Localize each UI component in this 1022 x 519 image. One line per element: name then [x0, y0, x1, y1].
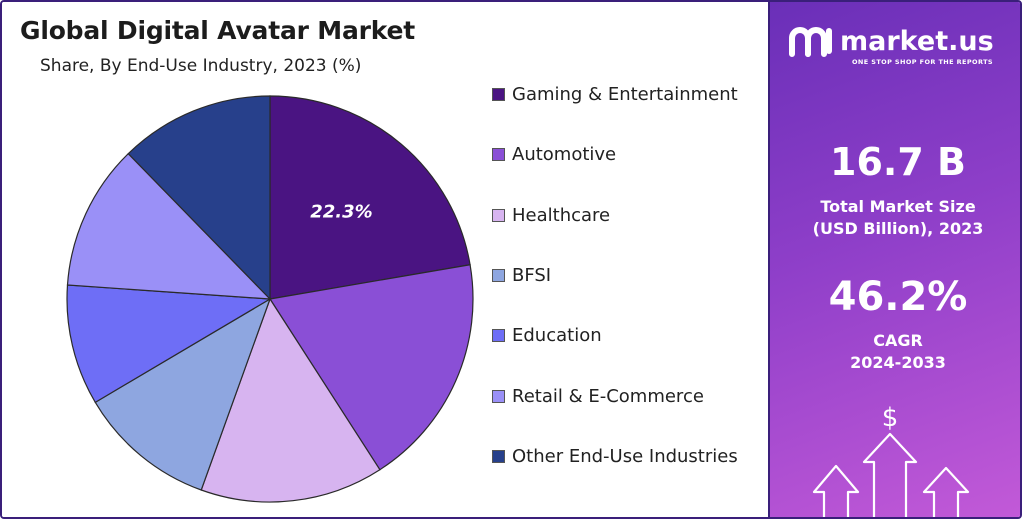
legend-swatch — [492, 268, 505, 282]
market-size-value: 16.7 B — [830, 140, 966, 184]
pie-slice-bfsi — [94, 297, 272, 491]
legend-label: Other End-Use Industries — [512, 445, 738, 467]
legend-label: Healthcare — [512, 204, 611, 226]
chart-subtitle: Share, By End-Use Industry, 2023 (%) — [40, 56, 362, 76]
stats-panel: market.us ONE STOP SHOP FOR THE REPORTS … — [768, 2, 1020, 517]
market-size-label-line2: (USD Billion), 2023 — [812, 219, 984, 238]
chart-panel: Global Digital Avatar Market Share, By E… — [2, 2, 768, 517]
pie-data-label: 22.3% — [310, 201, 372, 222]
legend-item: Education — [492, 325, 602, 346]
legend-swatch — [492, 208, 505, 222]
market-us-logo-icon — [789, 27, 832, 57]
market-size-label-line1: Total Market Size — [820, 197, 976, 216]
chart-title: Global Digital Avatar Market — [20, 16, 415, 45]
legend-item: Gaming & Entertainment — [492, 84, 738, 105]
legend-label: Gaming & Entertainment — [512, 84, 738, 105]
legend-label: BFSI — [512, 264, 552, 286]
growth-arrows-icon: $ — [812, 403, 970, 517]
brand-logo[interactable]: market.us — [788, 24, 994, 58]
legend-item: Retail & E-Commerce — [492, 386, 704, 407]
pie-slice-automotive — [269, 264, 474, 471]
dollar-icon: $ — [882, 403, 899, 433]
legend-label: Automotive — [512, 144, 617, 166]
cagr-value: 46.2% — [828, 274, 968, 320]
brand-name: market.us — [840, 25, 994, 57]
legend-item: Healthcare — [492, 205, 610, 226]
legend-swatch — [492, 148, 505, 162]
pie-slice-healthcare — [200, 297, 381, 503]
legend-item: Other End-Use Industries — [492, 446, 738, 467]
legend-label: Retail & E-Commerce — [512, 385, 704, 407]
pie-chart: 22.3% — [66, 95, 474, 503]
legend-item: BFSI — [492, 265, 551, 286]
cagr-label-line2: 2024-2033 — [850, 353, 946, 372]
pie-slice-education — [66, 284, 272, 404]
legend-swatch — [492, 88, 505, 101]
legend-label: Education — [512, 325, 602, 347]
legend-swatch — [492, 449, 505, 463]
legend-swatch — [492, 389, 505, 403]
pie-slice-other-end-use-industries — [127, 95, 271, 301]
cagr-label-line1: CAGR — [873, 331, 923, 350]
brand-tagline: ONE STOP SHOP FOR THE REPORTS — [852, 58, 993, 66]
pie-slice-gaming-entertainment — [269, 95, 471, 300]
legend-item: Automotive — [492, 144, 616, 165]
legend-swatch — [492, 329, 505, 343]
pie-slice-retail-e-commerce — [66, 152, 272, 300]
